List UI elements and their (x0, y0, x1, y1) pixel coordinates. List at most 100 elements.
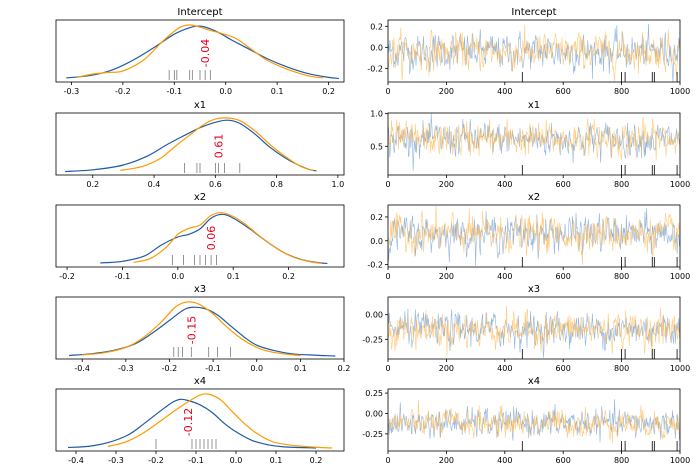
x-tick-label: 1000 (670, 364, 690, 373)
trace-line-chain-2 (388, 305, 680, 356)
density-line-chain-1 (69, 306, 336, 357)
x-tick-label: 0.1 (294, 364, 307, 373)
trace-line-chain-2 (388, 206, 680, 265)
x-tick-label: 200 (439, 456, 454, 465)
x-tick-label: 0 (385, 456, 390, 465)
density-line-chain-2 (82, 301, 301, 357)
trace-axes-frame (387, 19, 681, 83)
density-line-chain-2 (76, 24, 324, 79)
density-axes-frame (55, 19, 345, 83)
density-panel-intercept: Intercept -0.3 -0.2 -0.1 0.0 0.1 0.2 -0.04 (55, 7, 345, 96)
x-tick-label: -0.3 (108, 456, 124, 465)
x-tick-label: 1.0 (332, 180, 345, 189)
trace-axes-frame (387, 112, 681, 176)
density-axes-frame (55, 296, 345, 360)
trace-line-chain-1 (388, 113, 680, 171)
x-tick-label: 800 (614, 364, 629, 373)
mean-value-label: 0.06 (205, 226, 218, 251)
mean-value-label: -0.04 (199, 39, 212, 67)
density-axes-frame (55, 204, 345, 268)
x-tick-label: -0.3 (64, 87, 80, 96)
density-panel-x4: x4 -0.4 -0.3 -0.2 -0.1 0.0 0.1 0.2 -0.12 (55, 376, 345, 465)
x-tick-label: -0.2 (148, 456, 164, 465)
x-tick-label: 0.6 (209, 180, 222, 189)
x-tick-label: 200 (439, 87, 454, 96)
mean-value-label: 0.61 (212, 134, 225, 159)
x-tick-label: -0.1 (166, 87, 182, 96)
density-title: Intercept (177, 7, 222, 18)
mean-value-label: -0.12 (182, 408, 195, 436)
density-line-chain-2 (133, 212, 322, 265)
x-tick-label: 0.0 (250, 364, 263, 373)
x-tick-label: 0.0 (171, 272, 184, 281)
x-tick-label: -0.4 (74, 364, 90, 373)
x-tick-label: -0.1 (205, 364, 221, 373)
x-tick-label: 0.1 (227, 272, 240, 281)
x-tick-label: 0 (385, 364, 390, 373)
trace-line-chain-1 (388, 306, 680, 358)
x-tick-label: 0.2 (282, 272, 295, 281)
density-panel-x3: x3 -0.4 -0.3 -0.2 -0.1 0.0 0.1 0.2 -0.15 (55, 284, 351, 373)
x-tick-label: 0.8 (270, 180, 283, 189)
x-tick-label: 0.2 (310, 456, 323, 465)
trace-title: x3 (528, 284, 540, 295)
trace-panel-x1: x1 0 200 400 600 800 1000 1.0 0.5 (370, 100, 690, 189)
x-tick-label: 600 (556, 456, 571, 465)
trace-line-chain-2 (388, 116, 680, 161)
x-tick-label: 0.1 (270, 456, 283, 465)
x-tick-label: 800 (614, 87, 629, 96)
density-title: x4 (194, 376, 206, 387)
x-tick-label: 800 (614, 180, 629, 189)
x-tick-label: 0.2 (338, 364, 351, 373)
density-title: x1 (194, 100, 206, 111)
x-tick-label: 0.1 (271, 87, 284, 96)
x-tick-label: 0.0 (230, 456, 243, 465)
trace-axes-frame (387, 204, 681, 268)
x-tick-label: 600 (556, 364, 571, 373)
x-tick-label: 200 (439, 364, 454, 373)
trace-axes-frame (387, 296, 681, 360)
density-panel-x2: x2 -0.2 -0.1 0.0 0.1 0.2 0.06 (55, 192, 345, 281)
x-tick-label: 600 (556, 272, 571, 281)
x-tick-label: 1000 (670, 87, 690, 96)
trace-line-chain-2 (388, 399, 680, 444)
x-tick-label: 1000 (670, 180, 690, 189)
y-tick-label: 0.25 (365, 389, 383, 398)
trace-title: x4 (528, 376, 540, 387)
x-tick-label: 200 (439, 180, 454, 189)
density-axes-frame (55, 112, 345, 176)
x-tick-label: 600 (556, 87, 571, 96)
y-tick-label: -0.2 (367, 64, 383, 73)
x-tick-label: -0.4 (68, 456, 84, 465)
trace-line-chain-2 (388, 24, 680, 82)
x-tick-label: 0 (385, 180, 390, 189)
x-tick-label: 400 (497, 180, 512, 189)
x-tick-label: 0.2 (322, 87, 335, 96)
trace-title: x1 (528, 100, 540, 111)
mean-value-label: -0.15 (185, 316, 198, 344)
x-tick-label: 800 (614, 272, 629, 281)
x-tick-label: -0.1 (115, 272, 131, 281)
trace-title: x2 (528, 192, 540, 203)
trace-panel-x4: x4 0 200 400 600 800 1000 0.25 0.00 -0.25 (362, 376, 690, 465)
y-tick-label: -0.25 (362, 335, 383, 344)
x-tick-label: -0.3 (118, 364, 134, 373)
trace-panel-x2: x2 0 200 400 600 800 1000 0.2 0.0 -0.2 (367, 192, 690, 281)
density-line-chain-2 (107, 393, 333, 449)
y-tick-label: 0.0 (370, 43, 383, 52)
x-tick-label: 0.0 (219, 87, 232, 96)
x-tick-label: 800 (614, 456, 629, 465)
density-title: x2 (194, 192, 206, 203)
y-tick-label: -0.2 (367, 261, 383, 270)
density-line-chain-1 (65, 119, 317, 173)
trace-panel-intercept: Intercept 0 200 400 600 800 1000 0.2 0.0 -0.2 (367, 7, 690, 96)
trace-line-chain-1 (388, 399, 680, 443)
y-tick-label: -0.25 (362, 430, 383, 439)
x-tick-label: -0.2 (162, 364, 178, 373)
density-title: x3 (194, 284, 206, 295)
density-line-chain-1 (66, 25, 339, 80)
x-tick-label: 0 (385, 272, 390, 281)
x-tick-label: 400 (497, 272, 512, 281)
y-tick-label: 1.0 (370, 110, 383, 119)
